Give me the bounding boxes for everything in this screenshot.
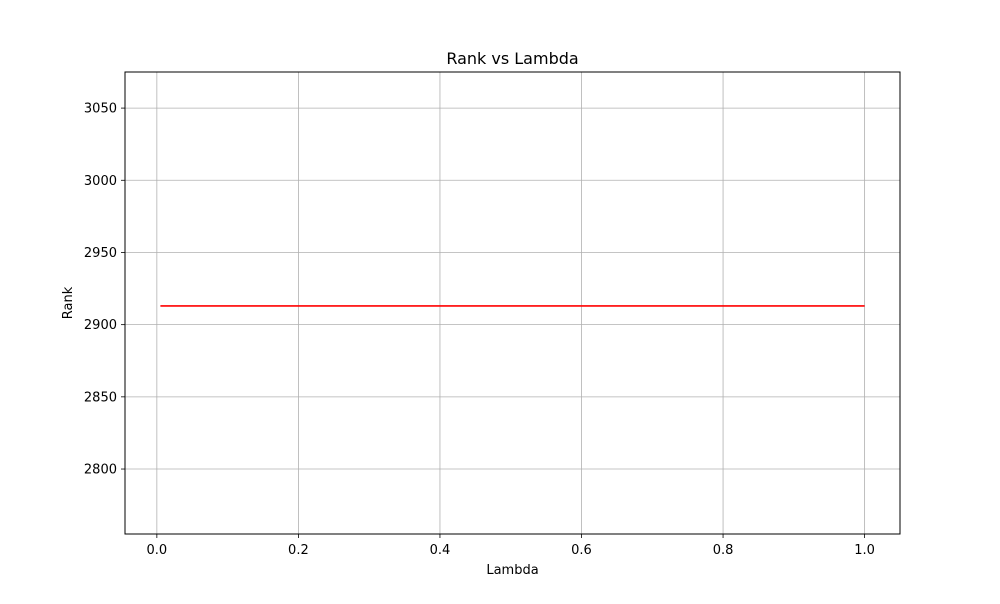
- x-tick-label: 1.0: [854, 543, 875, 558]
- plot-frame: [124, 71, 901, 535]
- y-tick-label: 2800: [84, 463, 117, 478]
- chart-title: Rank vs Lambda: [446, 49, 578, 68]
- y-tick-label: 2900: [84, 318, 117, 333]
- x-tick-label: 0.6: [571, 543, 592, 558]
- x-axis-label: Lambda: [486, 563, 538, 578]
- x-tick-label: 0.4: [430, 543, 451, 558]
- y-tick-label: 3000: [84, 174, 117, 189]
- y-axis-label: Rank: [61, 286, 76, 319]
- grid-layer: [125, 72, 900, 534]
- x-tick-label: 0.2: [288, 543, 309, 558]
- x-tick-label: 0.0: [147, 543, 168, 558]
- y-tick-label: 2950: [84, 246, 117, 261]
- x-tick-label: 0.8: [713, 543, 734, 558]
- y-tick-label: 2850: [84, 390, 117, 405]
- y-tick-label: 3050: [84, 102, 117, 117]
- tick-layer: 0.0 0.2 0.4 0.6 0.8 1.0 2800 2850 2900 2950 3000 30…: [84, 102, 875, 558]
